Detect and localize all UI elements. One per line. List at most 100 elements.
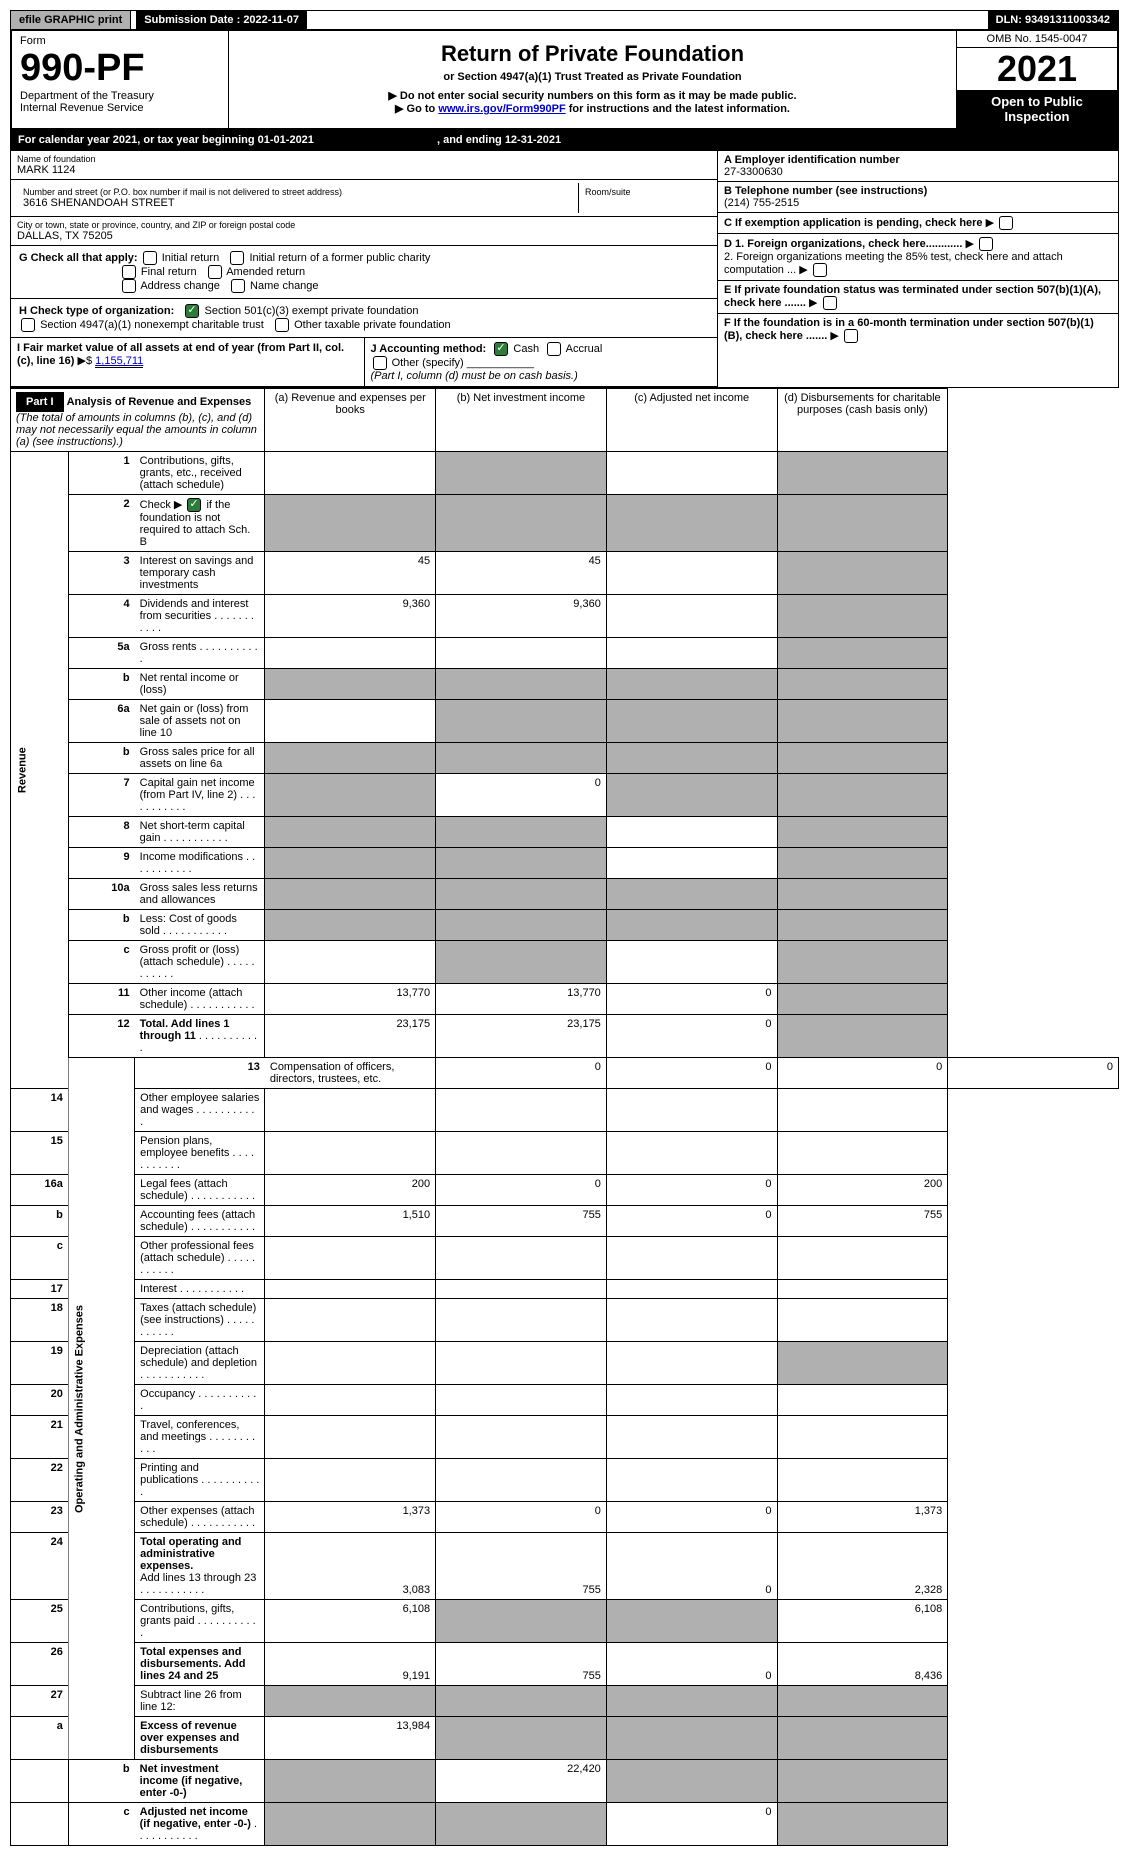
r24c: 0 xyxy=(606,1533,777,1600)
submission-date: Submission Date : 2022-11-07 xyxy=(136,11,307,29)
open-public-badge: Open to Public Inspection xyxy=(957,90,1117,128)
col-d-header: (d) Disbursements for charitable purpose… xyxy=(777,389,948,452)
line7: Capital gain net income (from Part IV, l… xyxy=(135,774,265,817)
form-number: 990-PF xyxy=(20,47,220,90)
4947-check[interactable] xyxy=(21,318,35,332)
line8: Net short-term capital gain xyxy=(135,817,265,848)
r16ad: 200 xyxy=(777,1175,948,1206)
final-return-check[interactable] xyxy=(122,265,136,279)
j-label: J Accounting method: xyxy=(371,343,487,355)
form-link[interactable]: www.irs.gov/Form990PF xyxy=(438,103,565,115)
line4: Dividends and interest from securities xyxy=(135,595,265,638)
accrual-check[interactable] xyxy=(547,342,561,356)
part1-label: Part I xyxy=(16,392,64,412)
line27: Subtract line 26 from line 12: xyxy=(135,1686,265,1717)
r24a: 3,083 xyxy=(265,1533,436,1600)
part1-table: Part I Analysis of Revenue and Expenses … xyxy=(10,388,1119,1846)
opt-initial: Initial return xyxy=(162,252,219,264)
j-note: (Part I, column (d) must be on cash basi… xyxy=(371,370,578,382)
f-label: F If the foundation is in a 60-month ter… xyxy=(724,317,1094,342)
opt-other-tax: Other taxable private foundation xyxy=(294,319,451,331)
line15: Pension plans, employee benefits xyxy=(135,1132,265,1175)
omb-number: OMB No. 1545-0047 xyxy=(957,31,1117,48)
e-label: E If private foundation status was termi… xyxy=(724,284,1101,309)
line21: Travel, conferences, and meetings xyxy=(135,1416,265,1459)
col-a-header: (a) Revenue and expenses per books xyxy=(265,389,436,452)
irs-label: Internal Revenue Service xyxy=(20,102,220,114)
exemption-check[interactable] xyxy=(999,216,1013,230)
schb-check[interactable] xyxy=(187,498,201,512)
r23d: 1,373 xyxy=(777,1502,948,1533)
initial-public-check[interactable] xyxy=(230,251,244,265)
r25a: 6,108 xyxy=(265,1600,436,1643)
r24d: 2,328 xyxy=(777,1533,948,1600)
address-change-check[interactable] xyxy=(122,279,136,293)
r27aa: 13,984 xyxy=(265,1717,436,1760)
part1-note: (The total of amounts in columns (b), (c… xyxy=(16,412,257,448)
tax-year: 2021 xyxy=(957,48,1117,90)
line13: Compensation of officers, directors, tru… xyxy=(265,1058,436,1089)
r23a: 1,373 xyxy=(265,1502,436,1533)
line23: Other expenses (attach schedule) xyxy=(135,1502,265,1533)
r4b: 9,360 xyxy=(436,595,607,638)
part1-title: Analysis of Revenue and Expenses xyxy=(67,396,252,408)
line16b: Accounting fees (attach schedule) xyxy=(135,1206,265,1237)
60month-check[interactable] xyxy=(844,329,858,343)
i-label: I Fair market value of all assets at end… xyxy=(17,342,344,367)
line25: Contributions, gifts, grants paid xyxy=(135,1600,265,1643)
opt-final: Final return xyxy=(141,266,197,278)
fmv-value[interactable]: 1,155,711 xyxy=(95,355,143,368)
line11: Other income (attach schedule) xyxy=(135,984,265,1015)
name-change-check[interactable] xyxy=(231,279,245,293)
line24: Total operating and administrative expen… xyxy=(135,1533,265,1600)
line26: Total expenses and disbursements. Add li… xyxy=(135,1643,265,1686)
line17: Interest xyxy=(135,1280,265,1299)
form-header: Form 990-PF Department of the Treasury I… xyxy=(10,30,1119,130)
street-address: 3616 SHENANDOAH STREET xyxy=(23,197,572,209)
cash-check[interactable] xyxy=(494,342,508,356)
other-method-check[interactable] xyxy=(373,356,387,370)
efile-button[interactable]: efile GRAPHIC print xyxy=(11,11,131,29)
ein-value: 27-3300630 xyxy=(724,166,783,178)
h-label: H Check type of organization: xyxy=(19,305,174,317)
line10c: Gross profit or (loss) (attach schedule) xyxy=(135,941,265,984)
ein-label: A Employer identification number xyxy=(724,154,900,166)
r13b: 0 xyxy=(606,1058,777,1089)
foreign85-check[interactable] xyxy=(813,263,827,277)
line5a: Gross rents xyxy=(135,638,265,669)
col-c-header: (c) Adjusted net income xyxy=(606,389,777,452)
initial-return-check[interactable] xyxy=(143,251,157,265)
foreign-check[interactable] xyxy=(979,237,993,251)
r16bd: 755 xyxy=(777,1206,948,1237)
terminated-check[interactable] xyxy=(823,296,837,310)
footer-left: For Paperwork Reduction Act Notice, see … xyxy=(10,1849,294,1850)
name-label: Name of foundation xyxy=(17,154,711,164)
amended-check[interactable] xyxy=(208,265,222,279)
dln-label: DLN: 93491311003342 xyxy=(988,11,1118,29)
r7b: 0 xyxy=(436,774,607,817)
line12: Total. Add lines 1 through 11 xyxy=(135,1015,265,1058)
r13a: 0 xyxy=(436,1058,607,1089)
phone-value: (214) 755-2515 xyxy=(724,197,799,209)
r24b: 755 xyxy=(436,1533,607,1600)
r12b: 23,175 xyxy=(436,1015,607,1058)
r16aa: 200 xyxy=(265,1175,436,1206)
r26a: 9,191 xyxy=(265,1643,436,1686)
501c3-check[interactable] xyxy=(185,304,199,318)
other-taxable-check[interactable] xyxy=(275,318,289,332)
r16bc: 0 xyxy=(606,1206,777,1237)
opt-501c3: Section 501(c)(3) exempt private foundat… xyxy=(204,305,418,317)
goto-pre: ▶ Go to xyxy=(395,103,438,115)
r27cc: 0 xyxy=(606,1803,777,1846)
line2: Check ▶ if the foundation is not require… xyxy=(135,495,265,552)
cal-end: , and ending 12-31-2021 xyxy=(437,134,561,146)
opt-addr: Address change xyxy=(140,280,220,292)
foundation-name: MARK 1124 xyxy=(17,164,711,176)
opt-amended: Amended return xyxy=(226,266,305,278)
r12c: 0 xyxy=(606,1015,777,1058)
line22: Printing and publications xyxy=(135,1459,265,1502)
entity-info: Name of foundation MARK 1124 Number and … xyxy=(10,150,1119,388)
line6b: Gross sales price for all assets on line… xyxy=(135,743,265,774)
opt-other-method: Other (specify) xyxy=(392,357,464,369)
footer-right: Form 990-PF (2021) xyxy=(1018,1849,1119,1850)
